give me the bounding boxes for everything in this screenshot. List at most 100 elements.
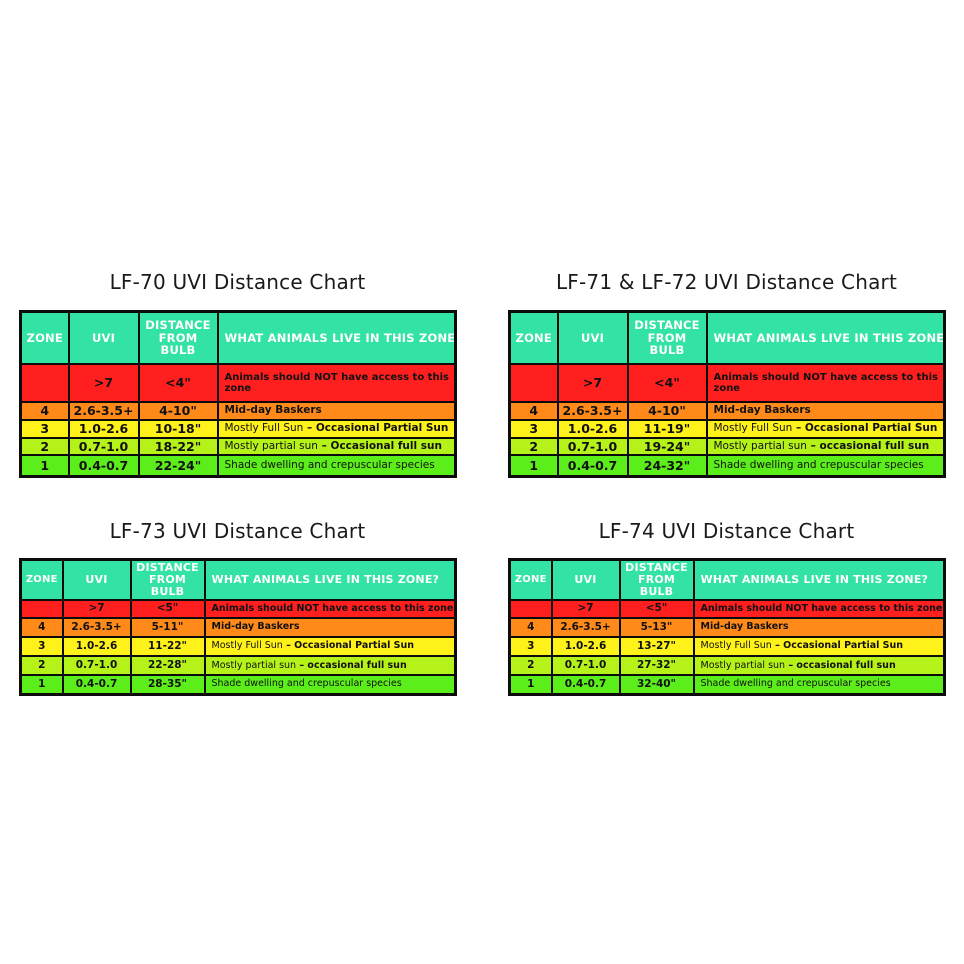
description-cell: Mid-day Baskers bbox=[692, 616, 946, 639]
uvi-cell: >7 bbox=[550, 598, 621, 619]
header-distance: DISTANCE FROM BULB bbox=[137, 310, 219, 366]
header-uvi: UVI bbox=[61, 558, 132, 601]
zone-cell: 4 bbox=[508, 400, 559, 421]
zone-cell: 1 bbox=[19, 454, 70, 478]
header-distance: DISTANCE FROM BULB bbox=[129, 558, 206, 601]
distance-cell: 10-18" bbox=[137, 418, 219, 439]
description-cell: Mostly Full Sun – Occasional Partial Sun bbox=[203, 636, 457, 658]
description-bold: – occasional full sun bbox=[788, 659, 896, 671]
header-zone: ZONE bbox=[508, 310, 559, 366]
description-bold: – occasional full sun bbox=[299, 659, 407, 671]
distance-cell: 22-28" bbox=[129, 655, 206, 677]
chart-title-lf74: LF-74 UVI Distance Chart bbox=[598, 519, 855, 543]
zone-cell: 4 bbox=[19, 616, 64, 639]
table-row-zone-4: 4 2.6-3.5+ 5-13" Mid-day Baskers bbox=[508, 616, 946, 639]
description-cell: Shade dwelling and crepuscular species bbox=[705, 454, 946, 478]
distance-cell: 18-22" bbox=[137, 436, 219, 457]
table-row-zone-2: 2 0.7-1.0 22-28" Mostly partial sun – oc… bbox=[19, 655, 457, 677]
zone-cell bbox=[19, 598, 64, 619]
uvi-cell: 1.0-2.6 bbox=[556, 418, 629, 439]
header-distance: DISTANCE FROM BULB bbox=[626, 310, 708, 366]
description-light: Mostly partial sun bbox=[224, 439, 318, 452]
uvi-cell: 0.7-1.0 bbox=[61, 655, 132, 677]
table-row-zone-1: 1 0.4-0.7 28-35" Shade dwelling and crep… bbox=[19, 674, 457, 696]
zone-cell: 3 bbox=[19, 636, 64, 658]
table-row-zone-1: 1 0.4-0.7 32-40" Shade dwelling and crep… bbox=[508, 674, 946, 696]
header-uvi: UVI bbox=[556, 310, 629, 366]
table-row-zone-3: 3 1.0-2.6 11-19" Mostly Full Sun – Occas… bbox=[508, 418, 946, 439]
uvi-cell: 2.6-3.5+ bbox=[61, 616, 132, 639]
description-bold: – Occasional Partial Sun bbox=[775, 640, 904, 652]
table-row-no-access: >7 <5" Animals should NOT have access to… bbox=[19, 598, 457, 619]
description-light: Mostly partial sun bbox=[713, 439, 807, 452]
description-light: Shade dwelling and crepuscular species bbox=[713, 458, 924, 471]
uvi-cell: 0.4-0.7 bbox=[556, 454, 629, 478]
distance-cell: 27-32" bbox=[618, 655, 695, 677]
uvi-cell: 2.6-3.5+ bbox=[556, 400, 629, 421]
description-bold: – Occasional Partial Sun bbox=[286, 640, 415, 652]
distance-cell: 5-13" bbox=[618, 616, 695, 639]
description-cell: Shade dwelling and crepuscular species bbox=[216, 454, 457, 478]
zone-cell: 1 bbox=[508, 454, 559, 478]
description-light: Mostly partial sun bbox=[700, 659, 786, 671]
distance-cell: <5" bbox=[129, 598, 206, 619]
table-row-zone-3: 3 1.0-2.6 10-18" Mostly Full Sun – Occas… bbox=[19, 418, 457, 439]
table-row-zone-2: 2 0.7-1.0 27-32" Mostly partial sun – oc… bbox=[508, 655, 946, 677]
description-cell: Animals should NOT have access to this z… bbox=[692, 598, 946, 619]
header-uvi: UVI bbox=[67, 310, 140, 366]
description-light: Shade dwelling and crepuscular species bbox=[700, 678, 891, 690]
description-cell: Mid-day Baskers bbox=[705, 400, 946, 421]
zone-cell: 1 bbox=[508, 674, 553, 696]
description-light: Mostly Full Sun bbox=[211, 640, 283, 652]
description-cell: Mostly partial sun – occasional full sun bbox=[203, 655, 457, 677]
zone-cell: 4 bbox=[508, 616, 553, 639]
description-bold: – Occasional Partial Sun bbox=[306, 421, 449, 434]
uvi-cell: 2.6-3.5+ bbox=[550, 616, 621, 639]
description-light: Mostly Full Sun bbox=[713, 421, 793, 434]
header-zone: ZONE bbox=[19, 558, 64, 601]
zone-cell bbox=[508, 363, 559, 403]
table-row-no-access: >7 <4" Animals should NOT have access to… bbox=[19, 363, 457, 403]
uvi-cell: 0.4-0.7 bbox=[61, 674, 132, 696]
header-distance: DISTANCE FROM BULB bbox=[618, 558, 695, 601]
description-bold: – occasional full sun bbox=[810, 439, 930, 452]
description-cell: Shade dwelling and crepuscular species bbox=[692, 674, 946, 696]
description-light: Shade dwelling and crepuscular species bbox=[211, 678, 402, 690]
table-row-zone-1: 1 0.4-0.7 22-24" Shade dwelling and crep… bbox=[19, 454, 457, 478]
distance-cell: 11-22" bbox=[129, 636, 206, 658]
zone-cell: 3 bbox=[508, 636, 553, 658]
zone-cell: 2 bbox=[508, 436, 559, 457]
chart-title-lf73: LF-73 UVI Distance Chart bbox=[109, 519, 366, 543]
distance-cell: <4" bbox=[626, 363, 708, 403]
header-animals: WHAT ANIMALS LIVE IN THIS ZONE? bbox=[216, 310, 457, 366]
description-cell: Mostly Full Sun – Occasional Partial Sun bbox=[692, 636, 946, 658]
table-row-zone-2: 2 0.7-1.0 19-24" Mostly partial sun – oc… bbox=[508, 436, 946, 457]
table-row-zone-1: 1 0.4-0.7 24-32" Shade dwelling and crep… bbox=[508, 454, 946, 478]
distance-cell: 28-35" bbox=[129, 674, 206, 696]
distance-cell: 19-24" bbox=[626, 436, 708, 457]
description-cell: Animals should NOT have access to this z… bbox=[216, 363, 457, 403]
uvi-cell: 1.0-2.6 bbox=[67, 418, 140, 439]
description-light: Mostly Full Sun bbox=[700, 640, 772, 652]
distance-cell: 5-11" bbox=[129, 616, 206, 639]
description-light: Shade dwelling and crepuscular species bbox=[224, 458, 435, 471]
zone-cell: 2 bbox=[19, 655, 64, 677]
header-animals: WHAT ANIMALS LIVE IN THIS ZONE? bbox=[692, 558, 946, 601]
uvi-cell: >7 bbox=[67, 363, 140, 403]
table-header-row: ZONE UVI DISTANCE FROM BULB WHAT ANIMALS… bbox=[19, 310, 457, 366]
description-light: Mostly partial sun bbox=[211, 659, 297, 671]
header-animals: WHAT ANIMALS LIVE IN THIS ZONE? bbox=[203, 558, 457, 601]
table-row-zone-4: 4 2.6-3.5+ 4-10" Mid-day Baskers bbox=[19, 400, 457, 421]
header-animals: WHAT ANIMALS LIVE IN THIS ZONE? bbox=[705, 310, 946, 366]
table-row-zone-3: 3 1.0-2.6 13-27" Mostly Full Sun – Occas… bbox=[508, 636, 946, 658]
uvi-cell: 1.0-2.6 bbox=[61, 636, 132, 658]
header-zone: ZONE bbox=[508, 558, 553, 601]
zone-cell bbox=[19, 363, 70, 403]
distance-cell: 4-10" bbox=[626, 400, 708, 421]
chart-title-lf70: LF-70 UVI Distance Chart bbox=[109, 270, 366, 294]
description-bold: – Occasional full sun bbox=[321, 439, 442, 452]
distance-cell: <4" bbox=[137, 363, 219, 403]
distance-cell: 4-10" bbox=[137, 400, 219, 421]
table-row-zone-3: 3 1.0-2.6 11-22" Mostly Full Sun – Occas… bbox=[19, 636, 457, 658]
zone-cell bbox=[508, 598, 553, 619]
